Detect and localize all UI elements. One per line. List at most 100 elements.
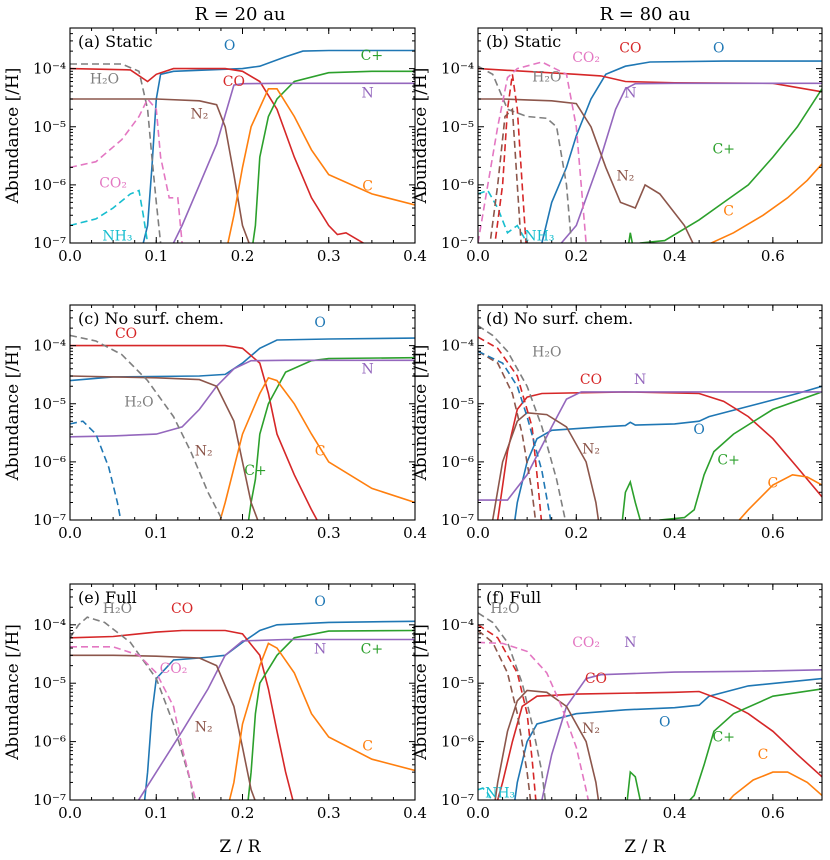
species-label: H₂O bbox=[90, 72, 119, 88]
y-tick-label: 10⁻⁵ bbox=[33, 118, 66, 136]
x-tick-label: 0.0 bbox=[466, 804, 490, 822]
species-label: N₂ bbox=[616, 168, 634, 184]
species-label: NH₃ bbox=[524, 229, 554, 245]
series-c bbox=[728, 771, 822, 800]
x-tick-label: 0.2 bbox=[564, 247, 588, 265]
series-co2 bbox=[70, 97, 183, 243]
species-label: C+ bbox=[712, 730, 734, 746]
species-label: N₂ bbox=[195, 719, 213, 735]
x-tick-label: 0.4 bbox=[403, 524, 427, 542]
species-label: H₂O bbox=[490, 601, 519, 617]
series-group-f bbox=[478, 612, 822, 800]
species-label: CO₂ bbox=[572, 635, 600, 651]
series-o bbox=[514, 677, 822, 800]
series-c- bbox=[247, 629, 415, 800]
series-n2 bbox=[70, 654, 256, 800]
y-axis-label: Abundance [/H] bbox=[3, 345, 23, 482]
species-label: NH₃ bbox=[485, 786, 515, 802]
species-label: N₂ bbox=[582, 721, 600, 737]
x-tick-label: 0.1 bbox=[144, 524, 168, 542]
series-n bbox=[172, 82, 415, 243]
y-tick-label: 10⁻⁶ bbox=[33, 733, 66, 751]
series-c- bbox=[247, 356, 415, 520]
species-label: O bbox=[224, 38, 235, 54]
series-n2-ice bbox=[478, 629, 532, 800]
species-label: C+ bbox=[361, 48, 383, 64]
x-tick-label: 0.6 bbox=[761, 524, 785, 542]
species-label: CO₂ bbox=[572, 50, 600, 66]
panel-f: 0.0 0.2 0.4 0.6 10⁻⁷ 10⁻⁶ 10⁻⁵ 10⁻⁴ Abundance [/… bbox=[411, 583, 823, 822]
species-label: H₂O bbox=[532, 70, 561, 86]
x-tick-label: 0.6 bbox=[761, 247, 785, 265]
x-tick-label: 0.0 bbox=[466, 247, 490, 265]
series-co bbox=[478, 67, 822, 93]
x-tick-label: 0.0 bbox=[58, 247, 82, 265]
panel-title: (a) Static bbox=[78, 32, 153, 51]
series-group-e bbox=[70, 616, 415, 800]
series-nh3 bbox=[478, 787, 493, 800]
series-h2o bbox=[478, 612, 547, 800]
series-co bbox=[496, 690, 822, 800]
y-tick-label: 10⁻⁶ bbox=[441, 453, 474, 471]
x-tick-label: 0.4 bbox=[663, 804, 687, 822]
panel-title: (e) Full bbox=[78, 588, 137, 607]
series-co2 bbox=[70, 646, 197, 800]
species-label: CO bbox=[580, 372, 602, 388]
y-tick-label: 10⁻⁴ bbox=[441, 337, 474, 355]
species-label: CO bbox=[585, 671, 607, 687]
species-label: C+ bbox=[244, 463, 266, 479]
series-n bbox=[478, 391, 822, 501]
species-label: N bbox=[361, 362, 373, 378]
x-tick-label: 0.4 bbox=[663, 247, 687, 265]
species-label: N bbox=[634, 372, 646, 388]
series-nh3 bbox=[70, 189, 149, 243]
series-co-ice bbox=[478, 336, 543, 520]
series-n bbox=[70, 359, 415, 438]
y-tick-label: 10⁻⁷ bbox=[33, 234, 66, 252]
series-n2 bbox=[494, 689, 600, 800]
y-tick-label: 10⁻⁵ bbox=[441, 674, 474, 692]
series-o bbox=[70, 337, 415, 382]
series-co2 bbox=[478, 61, 587, 243]
y-tick-label: 10⁻⁷ bbox=[441, 511, 474, 529]
species-label: O bbox=[314, 594, 325, 610]
column-title-right: R = 80 au bbox=[599, 4, 690, 25]
y-tick-label: 10⁻⁵ bbox=[441, 395, 474, 413]
y-tick-label: 10⁻⁵ bbox=[441, 118, 474, 136]
species-label: H₂O bbox=[124, 394, 153, 410]
panel-title: (f) Full bbox=[486, 588, 541, 607]
x-tick-label: 0.0 bbox=[58, 524, 82, 542]
series-group-a bbox=[70, 49, 415, 243]
series-c- bbox=[627, 88, 822, 243]
series-h2o bbox=[478, 325, 567, 520]
series-c bbox=[227, 88, 415, 243]
y-axis-label: Abundance [/H] bbox=[411, 624, 431, 761]
species-label: N₂ bbox=[195, 443, 213, 459]
x-tick-label: 0.2 bbox=[564, 804, 588, 822]
y-axis-label: Abundance [/H] bbox=[3, 68, 23, 205]
y-tick-label: 10⁻⁵ bbox=[33, 395, 66, 413]
panel-d: 0.0 0.2 0.4 0.6 10⁻⁷ 10⁻⁶ 10⁻⁵ 10⁻⁴ Abundance [/… bbox=[411, 304, 823, 542]
species-label: N bbox=[624, 85, 636, 101]
panel-a: 0.0 0.1 0.2 0.3 0.4 10⁻⁷ 10⁻⁶ 10⁻⁵ 10⁻⁴ Abundance… bbox=[3, 27, 427, 265]
y-tick-label: 10⁻⁶ bbox=[441, 733, 474, 751]
series-n2 bbox=[491, 411, 600, 520]
series-nh3 bbox=[478, 189, 529, 243]
series-n bbox=[560, 82, 822, 243]
x-axis-label-right: Z / R bbox=[624, 837, 666, 857]
series-co bbox=[70, 344, 318, 520]
y-tick-label: 10⁻⁷ bbox=[33, 511, 66, 529]
species-label: C bbox=[723, 203, 734, 219]
y-axis-label: Abundance [/H] bbox=[411, 68, 431, 205]
series-co-ice bbox=[494, 74, 527, 243]
series-n2-ice bbox=[489, 107, 522, 243]
y-tick-label: 10⁻⁴ bbox=[441, 616, 474, 634]
species-label: CO bbox=[223, 74, 245, 90]
series-n2 bbox=[478, 98, 694, 243]
series-co2 bbox=[478, 641, 590, 800]
y-tick-label: 10⁻⁷ bbox=[33, 791, 66, 809]
species-label: N₂ bbox=[190, 106, 208, 122]
species-label: N₂ bbox=[582, 441, 600, 457]
series-h2o bbox=[70, 63, 162, 243]
series-o bbox=[541, 60, 822, 243]
